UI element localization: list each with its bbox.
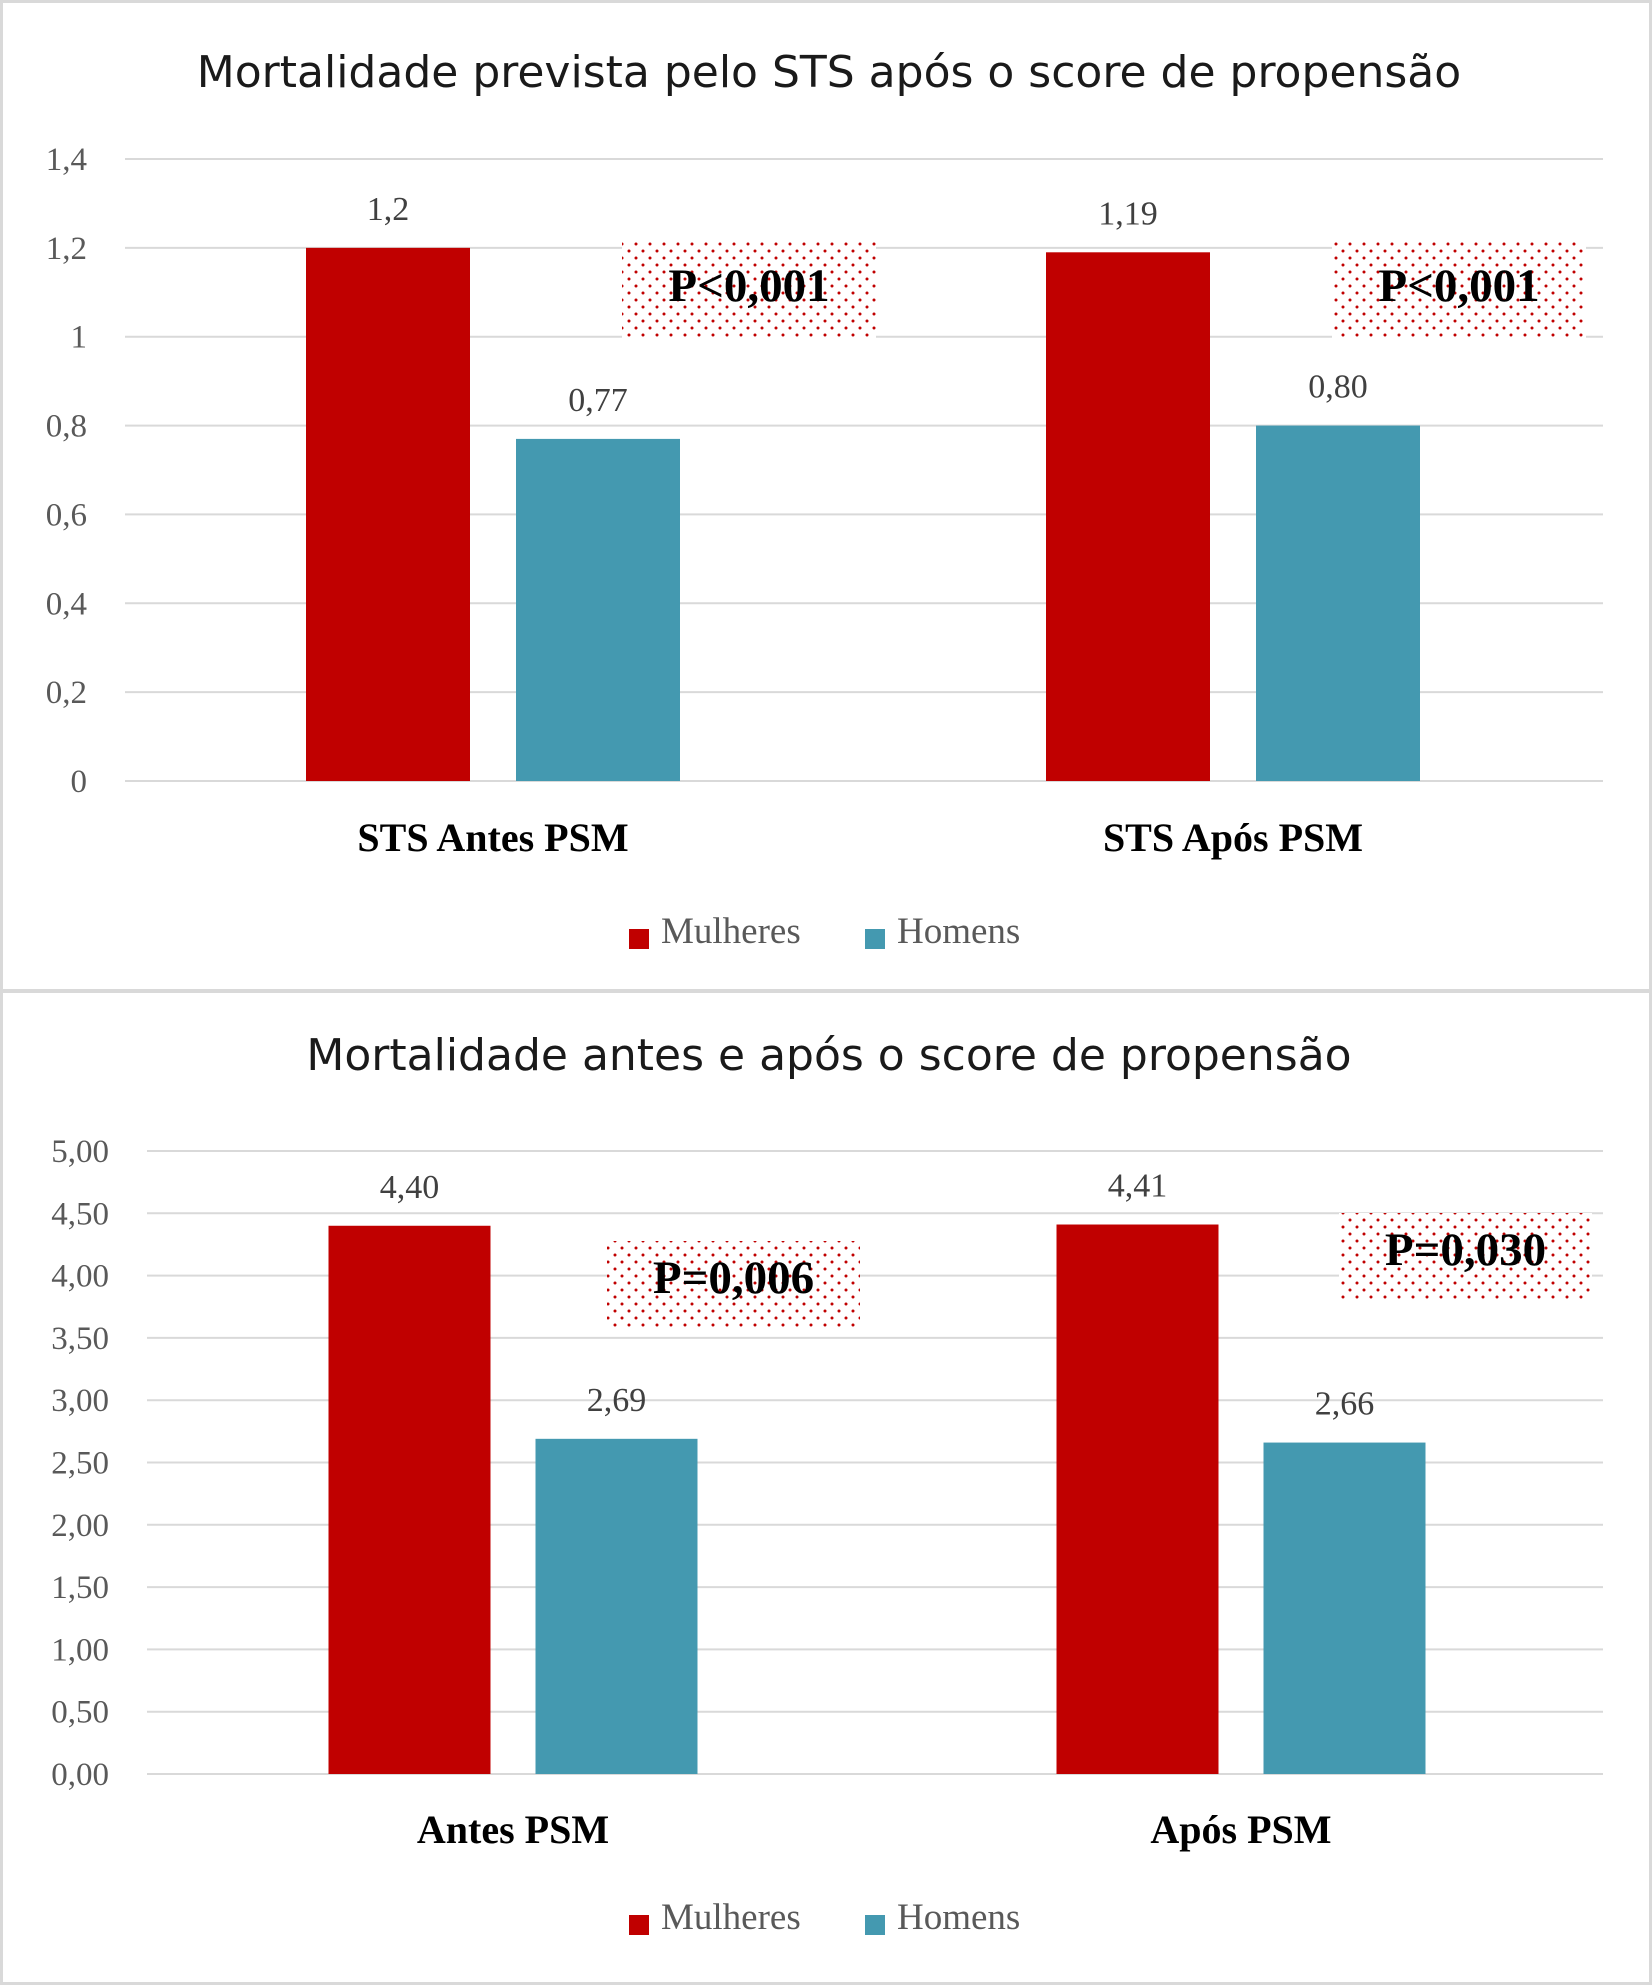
x-category-label: Antes PSM [417, 1807, 609, 1852]
legend-label-mulheres: Mulheres [661, 1897, 801, 1938]
data-label: 0,77 [568, 382, 628, 419]
y-tick-label: 0 [71, 764, 88, 800]
p-value-label: P<0,001 [1378, 260, 1539, 312]
y-tick-label: 1,2 [46, 231, 87, 267]
y-tick-label: 4,50 [51, 1196, 109, 1232]
p-value-box [1332, 241, 1586, 339]
y-tick-label: 1,4 [46, 142, 87, 178]
data-label: 1,2 [367, 191, 410, 228]
bar-homens-2 [1263, 1442, 1426, 1774]
data-label: 2,66 [1315, 1386, 1375, 1423]
bar-mulheres-2 [1046, 252, 1210, 782]
p-value-box [607, 1241, 860, 1329]
y-tick-label: 0,8 [46, 409, 87, 445]
y-tick-label: 2,50 [51, 1446, 109, 1482]
x-category-label: STS Antes PSM [357, 815, 628, 860]
legend-swatch-mulheres [629, 1915, 649, 1935]
data-label: 1,19 [1098, 195, 1158, 232]
y-tick-label: 3,50 [51, 1321, 109, 1357]
y-tick-label: 3,00 [51, 1383, 109, 1419]
y-tick-label: 1,50 [51, 1570, 109, 1606]
legend-label-mulheres: Mulheres [661, 911, 801, 952]
x-category-label: STS Após PSM [1103, 815, 1363, 860]
p-value-label: P=0,006 [653, 1252, 814, 1304]
y-tick-label: 5,00 [51, 1134, 109, 1170]
data-label: 4,41 [1108, 1168, 1168, 1205]
chart-title: Mortalidade prevista pelo STS após o sco… [197, 47, 1461, 98]
p-value-label: P=0,030 [1385, 1224, 1546, 1276]
y-tick-label: 2,00 [51, 1508, 109, 1544]
p-value-label: P<0,001 [668, 260, 829, 312]
y-tick-label: 0,50 [51, 1695, 109, 1731]
data-label: 0,80 [1308, 369, 1368, 406]
y-tick-label: 0,4 [46, 586, 87, 622]
p-value-box [622, 241, 876, 339]
y-tick-label: 0,2 [46, 675, 87, 711]
p-value-box [1339, 1213, 1592, 1301]
y-tick-label: 4,00 [51, 1259, 109, 1295]
legend-label-homens: Homens [897, 911, 1020, 952]
bar-homens-1 [516, 438, 680, 781]
y-tick-label: 0,00 [51, 1757, 109, 1793]
bar-mulheres-1 [306, 247, 470, 781]
y-tick-label: 0,6 [46, 497, 87, 533]
y-tick-label: 1 [71, 320, 88, 356]
data-label: 4,40 [380, 1169, 440, 1206]
chart-panel-sts: Mortalidade prevista pelo STS após o sco… [0, 0, 1652, 992]
y-tick-label: 1,00 [51, 1632, 109, 1668]
legend-swatch-mulheres [629, 929, 649, 949]
chart-sts-predicted-mortality: Mortalidade prevista pelo STS após o sco… [46, 47, 1603, 952]
chart-panel-mortality: Mortalidade antes e após o score de prop… [0, 990, 1652, 1985]
bar-homens-2 [1256, 425, 1420, 781]
bar-mulheres-1 [328, 1225, 491, 1774]
data-label: 2,69 [587, 1382, 647, 1419]
chart-title: Mortalidade antes e após o score de prop… [306, 1030, 1351, 1081]
bar-mulheres-2 [1056, 1224, 1219, 1774]
legend-label-homens: Homens [897, 1897, 1020, 1938]
bar-homens-1 [535, 1438, 698, 1774]
legend-swatch-homens [865, 1915, 885, 1935]
chart-mortality-before-after: Mortalidade antes e após o score de prop… [51, 1030, 1603, 1938]
legend-swatch-homens [865, 929, 885, 949]
x-category-label: Após PSM [1150, 1807, 1331, 1852]
